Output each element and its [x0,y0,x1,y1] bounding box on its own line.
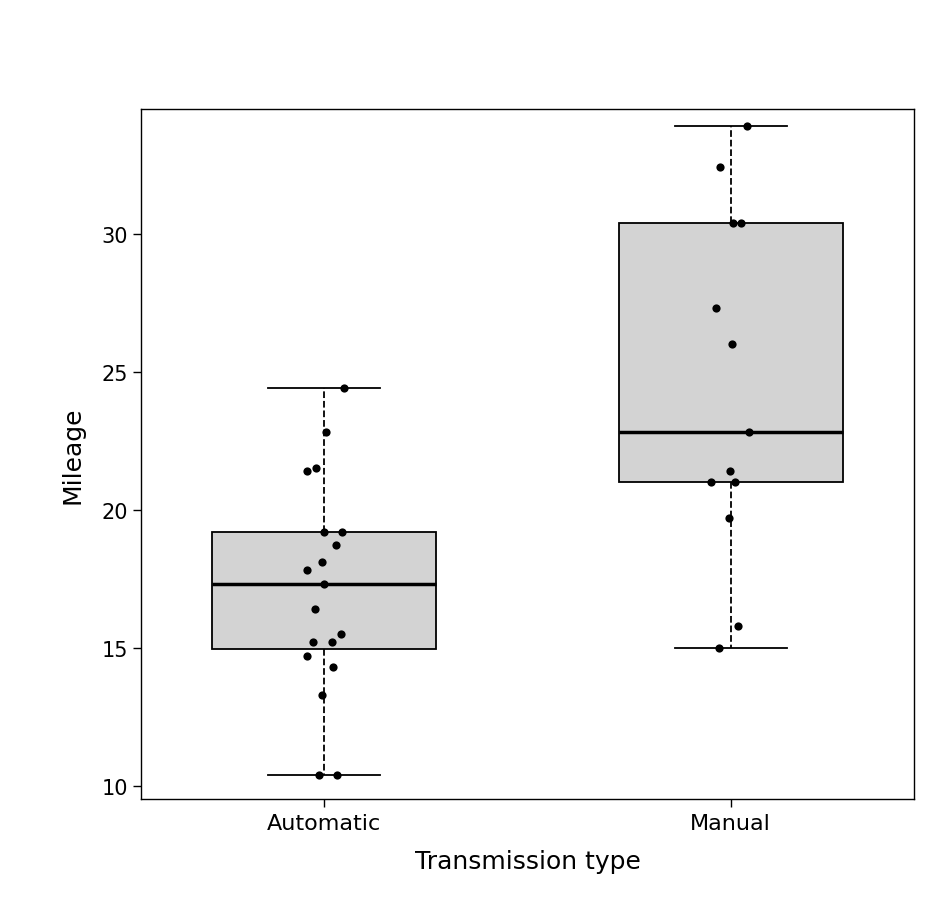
Point [299,649,314,664]
Point [328,539,343,553]
Point [324,635,339,650]
PathPatch shape [619,223,842,482]
Point [317,525,332,539]
Point [300,563,315,578]
Point [308,461,323,476]
Point [711,641,726,655]
Point [300,464,315,479]
PathPatch shape [213,532,436,649]
Point [307,602,322,617]
Point [334,525,349,539]
Point [315,555,330,570]
Point [312,767,327,782]
Point [318,425,333,440]
Point [724,337,739,352]
Point [315,687,330,702]
Point [329,767,344,782]
Y-axis label: Mileage: Mileage [61,406,85,504]
X-axis label: Transmission type: Transmission type [414,849,641,873]
Point [336,381,351,396]
Point [704,475,719,490]
Point [734,216,749,231]
Point [712,161,727,176]
Point [326,660,341,675]
Point [725,216,740,231]
Point [730,618,745,633]
Point [317,577,332,592]
Point [708,301,723,316]
Point [739,119,755,134]
Point [305,635,320,650]
Point [741,425,756,440]
Point [333,627,349,641]
Point [722,511,737,526]
Point [727,475,742,490]
Point [723,464,738,479]
